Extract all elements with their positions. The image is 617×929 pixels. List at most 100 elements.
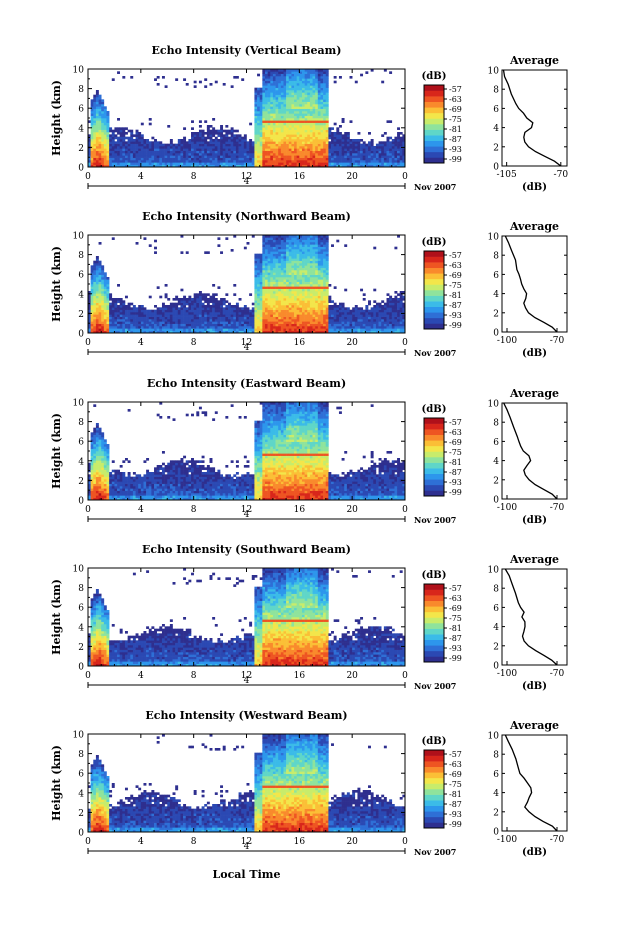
heatmap-cell: [304, 291, 308, 294]
heatmap-cell: [294, 298, 297, 301]
heatmap-cell: [169, 305, 173, 308]
heatmap-cell: [254, 113, 258, 116]
heatmap-cell: [241, 319, 245, 322]
heatmap-cell: [111, 162, 115, 165]
heatmap-cell: [389, 148, 393, 151]
heatmap-cell: [220, 132, 224, 135]
heatmap-cell: [103, 286, 107, 289]
heatmap-cell: [272, 73, 276, 77]
heatmap-cell: [360, 328, 364, 331]
heatmap-cell: [346, 307, 350, 310]
heatmap-cell: [233, 314, 237, 317]
heatmap-cell: [291, 288, 295, 292]
heatmap-cell: [206, 143, 210, 147]
heatmap-cell: [315, 73, 319, 77]
heatmap-cell: [124, 153, 128, 156]
heatmap-cell: [296, 328, 300, 331]
heatmap-cell: [146, 141, 150, 144]
heatmap-cell: [320, 323, 324, 327]
heatmap-cell: [296, 246, 300, 250]
heatmap-cell: [156, 323, 160, 327]
heatmap-cell: [188, 314, 192, 317]
heatmap-cell: [291, 125, 295, 128]
heatmap-cell: [304, 97, 308, 100]
heatmap-cell: [151, 136, 155, 140]
heatmap-cell: [106, 125, 110, 128]
heatmap-cell: [196, 146, 200, 149]
heatmap-cell: [389, 153, 393, 156]
heatmap-cell: [357, 148, 361, 151]
heatmap-cell: [378, 160, 382, 163]
heatmap-cell: [127, 150, 131, 154]
heatmap-cell: [188, 164, 192, 168]
heatmap-cell: [375, 143, 379, 147]
heatmap-cell: [106, 150, 110, 154]
heatmap-cell: [257, 323, 261, 327]
heatmap-cell: [193, 326, 197, 329]
heatmap-cell: [296, 132, 300, 135]
heatmap-cell: [280, 94, 284, 98]
heatmap-cell: [357, 326, 361, 329]
heatmap-cell: [164, 157, 168, 161]
heatmap-cell: [280, 139, 284, 142]
heatmap-cell: [175, 330, 179, 334]
heatmap-cell: [280, 307, 284, 310]
heatmap-cell: [288, 265, 292, 268]
heatmap-cell: [309, 246, 313, 250]
heatmap-cell: [95, 256, 99, 259]
heatmap-cell: [402, 155, 406, 158]
heatmap-cell: [111, 319, 115, 322]
heatmap-cell: [117, 139, 120, 142]
heatmap-cell: [257, 321, 261, 324]
heatmap-cell: [101, 302, 105, 306]
heatmap-cell: [93, 321, 97, 324]
heatmap-cell: [280, 288, 284, 292]
heatmap-cell: [301, 307, 305, 310]
heatmap-cell: [301, 134, 305, 137]
heatmap-cell: [95, 108, 99, 112]
heatmap-cell: [283, 323, 287, 327]
heatmap-cell: [320, 256, 324, 259]
heatmap-cell: [309, 319, 313, 322]
heatmap-cell: [325, 272, 329, 275]
heatmap-cell: [127, 157, 131, 161]
heatmap-cell: [230, 134, 234, 137]
heatmap-cell: [299, 302, 303, 306]
heatmap-cell: [241, 328, 245, 331]
heatmap-cell: [206, 157, 210, 161]
heatmap-cell: [286, 307, 290, 310]
heatmap-cell: [328, 134, 332, 137]
heatmap-cell: [291, 78, 295, 81]
heatmap-cell: [183, 314, 187, 317]
heatmap-cell: [209, 83, 213, 86]
heatmap-cell: [264, 122, 268, 126]
heatmap-cell: [320, 288, 324, 292]
heatmap-cell: [325, 251, 329, 254]
heatmap-cell: [95, 295, 99, 299]
y-tick-label: 0: [78, 164, 84, 174]
heatmap-cell: [325, 104, 329, 107]
heatmap-cell: [272, 129, 276, 133]
heatmap-cell: [309, 118, 313, 121]
heatmap-cell: [315, 323, 319, 327]
heatmap-cell: [101, 143, 105, 147]
heatmap-cell: [291, 330, 295, 334]
heatmap-cell: [315, 305, 319, 308]
heatmap-cell: [320, 115, 324, 119]
heatmap-cell: [204, 136, 208, 140]
heatmap-cell: [275, 258, 279, 261]
heatmap-cell: [117, 326, 120, 329]
heatmap-cell: [243, 164, 247, 168]
heatmap-cell: [143, 153, 147, 156]
heatmap-cell: [304, 125, 308, 128]
heatmap-cell: [259, 153, 263, 156]
heatmap-cell: [286, 87, 290, 91]
heatmap-cell: [233, 76, 237, 79]
heatmap-cell: [304, 279, 308, 282]
heatmap-cell: [257, 118, 261, 121]
heatmap-cell: [230, 330, 234, 334]
heatmap-cell: [272, 160, 276, 163]
heatmap-cell: [109, 319, 113, 322]
heatmap-cell: [103, 321, 107, 324]
heatmap-cell: [148, 309, 152, 313]
